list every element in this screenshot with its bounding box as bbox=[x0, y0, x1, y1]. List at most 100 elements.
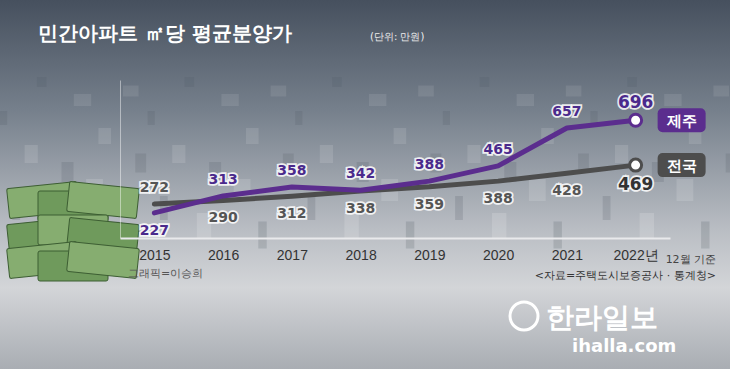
data-label: 696 bbox=[618, 92, 654, 112]
x-tick-label: 2020 bbox=[483, 247, 514, 263]
building bbox=[726, 154, 730, 173]
logo-text: 한라일보 bbox=[546, 301, 658, 334]
logo-emblem bbox=[510, 302, 538, 330]
data-label: 388 bbox=[415, 156, 444, 172]
series-tag-box bbox=[658, 153, 706, 177]
line bbox=[154, 120, 635, 213]
building bbox=[320, 145, 333, 163]
building bbox=[529, 179, 546, 201]
building bbox=[467, 145, 480, 163]
note: 12월 기준 bbox=[666, 253, 717, 266]
building bbox=[62, 162, 74, 182]
background bbox=[0, 0, 730, 369]
data-label: 338 bbox=[346, 200, 375, 216]
building bbox=[98, 128, 111, 144]
building bbox=[566, 86, 582, 97]
building bbox=[246, 128, 259, 144]
data-label: 465 bbox=[484, 141, 513, 157]
building bbox=[185, 77, 195, 87]
data-label: 657 bbox=[552, 103, 581, 119]
x-tick: 2015 bbox=[139, 238, 170, 263]
data-label: 342 bbox=[346, 165, 375, 181]
building bbox=[418, 86, 434, 97]
x-tick-label: 2018 bbox=[346, 247, 377, 263]
building bbox=[0, 111, 7, 125]
building bbox=[308, 196, 316, 220]
chart: 20152016201720182019202020212022년12월 기준2… bbox=[0, 0, 730, 369]
data-label: 227 bbox=[140, 222, 169, 238]
data-label: 359 bbox=[415, 196, 444, 212]
building bbox=[554, 222, 562, 249]
building bbox=[258, 222, 266, 249]
building bbox=[615, 145, 628, 163]
x-tick-label: 2015 bbox=[139, 247, 170, 263]
data-label: 290 bbox=[209, 209, 238, 225]
x-tick: 2016 bbox=[208, 238, 239, 263]
building bbox=[74, 94, 91, 106]
building bbox=[135, 154, 146, 173]
money-decoration bbox=[7, 181, 140, 281]
building bbox=[406, 222, 414, 249]
building bbox=[369, 94, 386, 106]
building bbox=[295, 111, 302, 125]
x-tick-label: 2016 bbox=[208, 247, 239, 263]
x-axis-line bbox=[121, 238, 671, 240]
title: 민간아파트 ㎡당 평균분양가 bbox=[38, 21, 292, 45]
series-tag-box bbox=[658, 108, 706, 132]
x-tick: 2021 bbox=[552, 238, 583, 263]
data-label: 312 bbox=[277, 205, 306, 221]
money-bundle bbox=[67, 181, 140, 218]
building bbox=[603, 196, 611, 220]
logo-url: ihalla.com bbox=[572, 335, 676, 356]
building bbox=[172, 145, 185, 163]
logo: 한라일보ihalla.com bbox=[510, 301, 676, 356]
building bbox=[443, 111, 450, 125]
data-label: 388 bbox=[484, 190, 513, 206]
series-tag: 전국 bbox=[658, 153, 706, 177]
data-label: 428 bbox=[552, 182, 581, 198]
x-tick-label: 2021 bbox=[552, 247, 583, 263]
data-label: 469 bbox=[618, 174, 654, 194]
building bbox=[480, 77, 490, 87]
x-tick: 2022년 bbox=[614, 238, 659, 263]
data-labels: 227 313 358 342 388 465 657 696 272 290 312 338 359 3… bbox=[140, 92, 654, 238]
source: <자료=주택도시보증공사 · 통계청> bbox=[535, 269, 716, 282]
credit: 그래픽=이승희 bbox=[128, 267, 203, 280]
x-tick-label: 2019 bbox=[414, 247, 445, 263]
series-tag-label: 제주 bbox=[666, 112, 697, 130]
x-tick: 2019 bbox=[414, 238, 445, 263]
building bbox=[713, 86, 729, 97]
end-marker bbox=[630, 114, 642, 126]
building bbox=[25, 145, 38, 163]
building bbox=[640, 213, 654, 239]
building bbox=[627, 77, 637, 87]
series-tag-label: 전국 bbox=[667, 157, 697, 175]
x-tick: 2018 bbox=[346, 238, 377, 263]
building bbox=[492, 213, 506, 239]
x-tick: 2017 bbox=[277, 238, 308, 263]
building bbox=[517, 94, 534, 106]
building bbox=[271, 86, 287, 97]
subtitle: (단위: 만원) bbox=[370, 31, 424, 42]
building bbox=[123, 86, 139, 97]
building bbox=[455, 196, 463, 220]
series-tags: 제주전국 bbox=[658, 108, 706, 177]
x-tick-label: 2017 bbox=[277, 247, 308, 263]
data-label: 313 bbox=[209, 171, 238, 187]
y-axis bbox=[120, 81, 121, 239]
building bbox=[677, 179, 694, 201]
x-tick-label: 2022년 bbox=[614, 247, 659, 263]
building bbox=[394, 128, 407, 144]
building bbox=[664, 94, 681, 106]
series-tag: 제주 bbox=[658, 108, 706, 132]
building bbox=[701, 222, 709, 249]
y-axis-line bbox=[120, 81, 121, 239]
building bbox=[37, 77, 47, 87]
building bbox=[344, 213, 358, 239]
x-axis: 2015 2016 2017 2018 2019 2020 2021 2022년 bbox=[121, 238, 671, 263]
x-tick: 2020 bbox=[483, 238, 514, 263]
data-label: 272 bbox=[140, 179, 169, 195]
building bbox=[221, 94, 238, 106]
end-marker bbox=[630, 159, 642, 171]
data-label: 358 bbox=[277, 162, 306, 178]
